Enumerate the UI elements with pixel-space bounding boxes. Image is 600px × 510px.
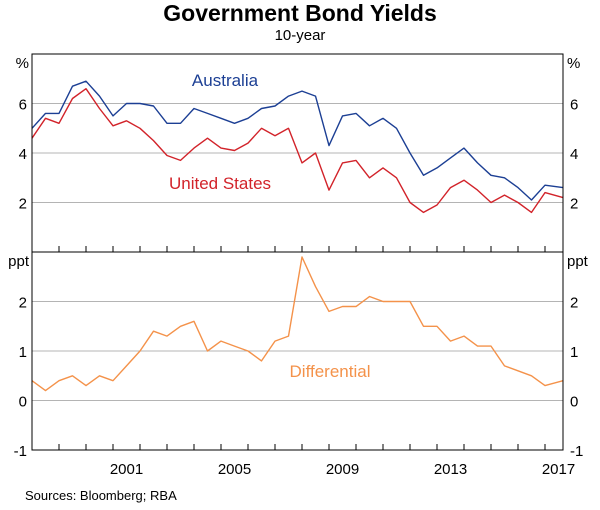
series-label: Australia xyxy=(192,71,259,90)
chart-subtitle: 10-year xyxy=(274,27,326,44)
series-line xyxy=(31,256,564,392)
x-tick-label: 2017 xyxy=(542,461,575,478)
y-tick-label-left: 2 xyxy=(19,196,27,213)
source-note: Sources: Bloomberg; RBA xyxy=(25,488,177,503)
y-unit-label-right: ppt xyxy=(567,253,589,270)
y-tick-label-right: 2 xyxy=(570,196,578,213)
y-tick-label-left: 1 xyxy=(19,344,27,361)
y-tick-label-left: 4 xyxy=(19,146,27,163)
y-unit-label-left: % xyxy=(16,55,29,72)
y-tick-label-left: -1 xyxy=(14,443,27,460)
y-tick-label-right: 2 xyxy=(570,295,578,312)
y-tick-label-left: 6 xyxy=(19,97,27,114)
series-line xyxy=(31,87,564,214)
series-label: Differential xyxy=(290,362,371,381)
x-tick-label: 2013 xyxy=(434,461,467,478)
y-tick-label-right: -1 xyxy=(570,443,583,460)
series-label: United States xyxy=(169,174,271,193)
x-tick-label: 2001 xyxy=(110,461,143,478)
y-unit-label-left: ppt xyxy=(8,253,30,270)
chart-title: Government Bond Yields xyxy=(163,0,437,26)
series-line xyxy=(31,80,564,201)
x-tick-label: 2005 xyxy=(218,461,251,478)
y-tick-label-right: 0 xyxy=(570,394,578,411)
x-tick-label: 2009 xyxy=(326,461,359,478)
y-tick-label-right: 1 xyxy=(570,344,578,361)
y-tick-label-right: 4 xyxy=(570,146,578,163)
y-tick-label-left: 2 xyxy=(19,295,27,312)
y-tick-label-right: 6 xyxy=(570,97,578,114)
y-unit-label-right: % xyxy=(567,55,580,72)
y-tick-label-left: 0 xyxy=(19,394,27,411)
